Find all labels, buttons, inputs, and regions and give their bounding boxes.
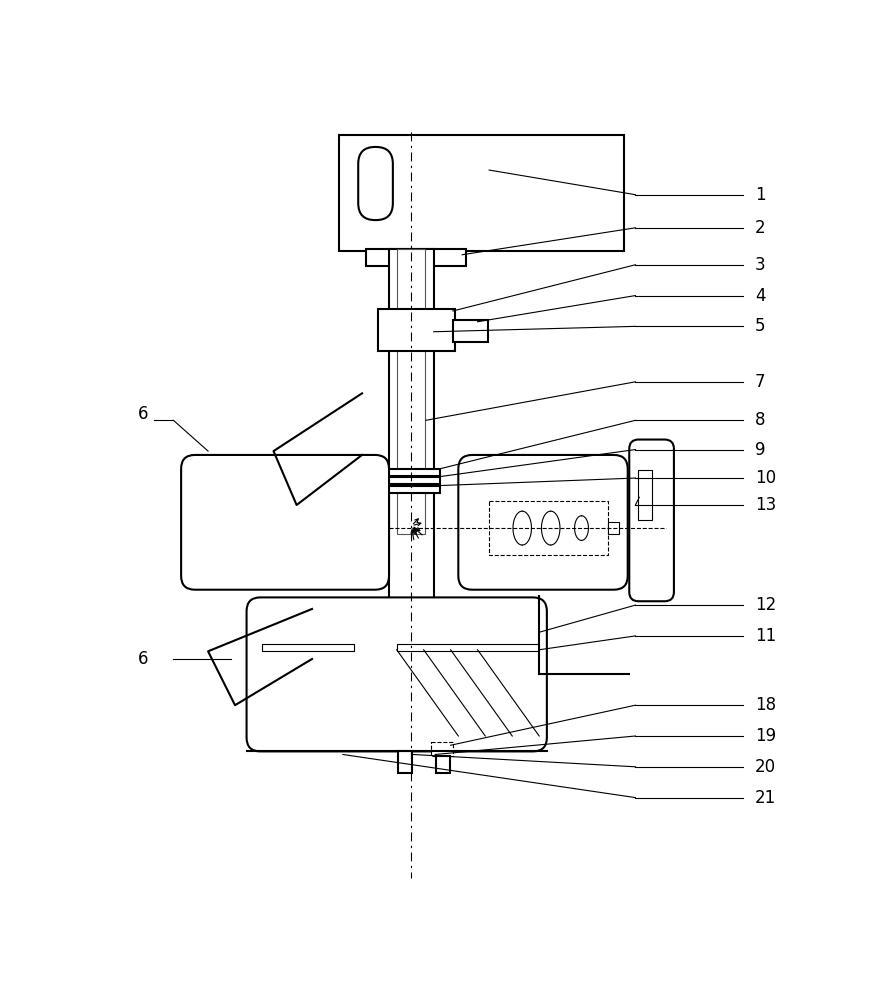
- Text: 19: 19: [755, 727, 776, 745]
- Bar: [431, 742, 453, 756]
- FancyBboxPatch shape: [358, 147, 393, 220]
- Text: 11: 11: [755, 627, 776, 645]
- Bar: [453, 320, 488, 342]
- Bar: [389, 249, 434, 719]
- Bar: [609, 522, 619, 534]
- FancyBboxPatch shape: [246, 597, 547, 751]
- FancyBboxPatch shape: [459, 455, 628, 590]
- Text: 10: 10: [755, 469, 776, 487]
- Text: 18: 18: [755, 696, 776, 714]
- Text: 2: 2: [755, 219, 766, 237]
- Text: 20: 20: [755, 758, 776, 776]
- Bar: [262, 644, 354, 651]
- Text: 7: 7: [755, 373, 766, 391]
- FancyBboxPatch shape: [182, 455, 389, 590]
- Bar: [381, 477, 440, 484]
- FancyBboxPatch shape: [630, 440, 674, 601]
- Text: 21: 21: [755, 789, 776, 807]
- Bar: [397, 249, 425, 534]
- Text: 1: 1: [755, 186, 766, 204]
- Text: 8: 8: [755, 411, 766, 429]
- Bar: [638, 470, 652, 520]
- Text: 5: 5: [755, 317, 766, 335]
- Bar: [339, 135, 624, 251]
- Text: 4: 4: [755, 287, 766, 305]
- Bar: [436, 756, 450, 773]
- Bar: [381, 486, 440, 493]
- Text: 6: 6: [139, 650, 149, 668]
- Text: 12: 12: [755, 596, 776, 614]
- Bar: [396, 644, 539, 651]
- Text: 6: 6: [139, 405, 149, 423]
- Bar: [378, 309, 455, 351]
- Bar: [398, 751, 412, 773]
- Text: 13: 13: [755, 496, 776, 514]
- Text: 9: 9: [755, 441, 766, 459]
- Bar: [366, 249, 466, 266]
- Bar: [381, 469, 440, 476]
- Text: 3: 3: [755, 256, 766, 274]
- Bar: [489, 501, 609, 555]
